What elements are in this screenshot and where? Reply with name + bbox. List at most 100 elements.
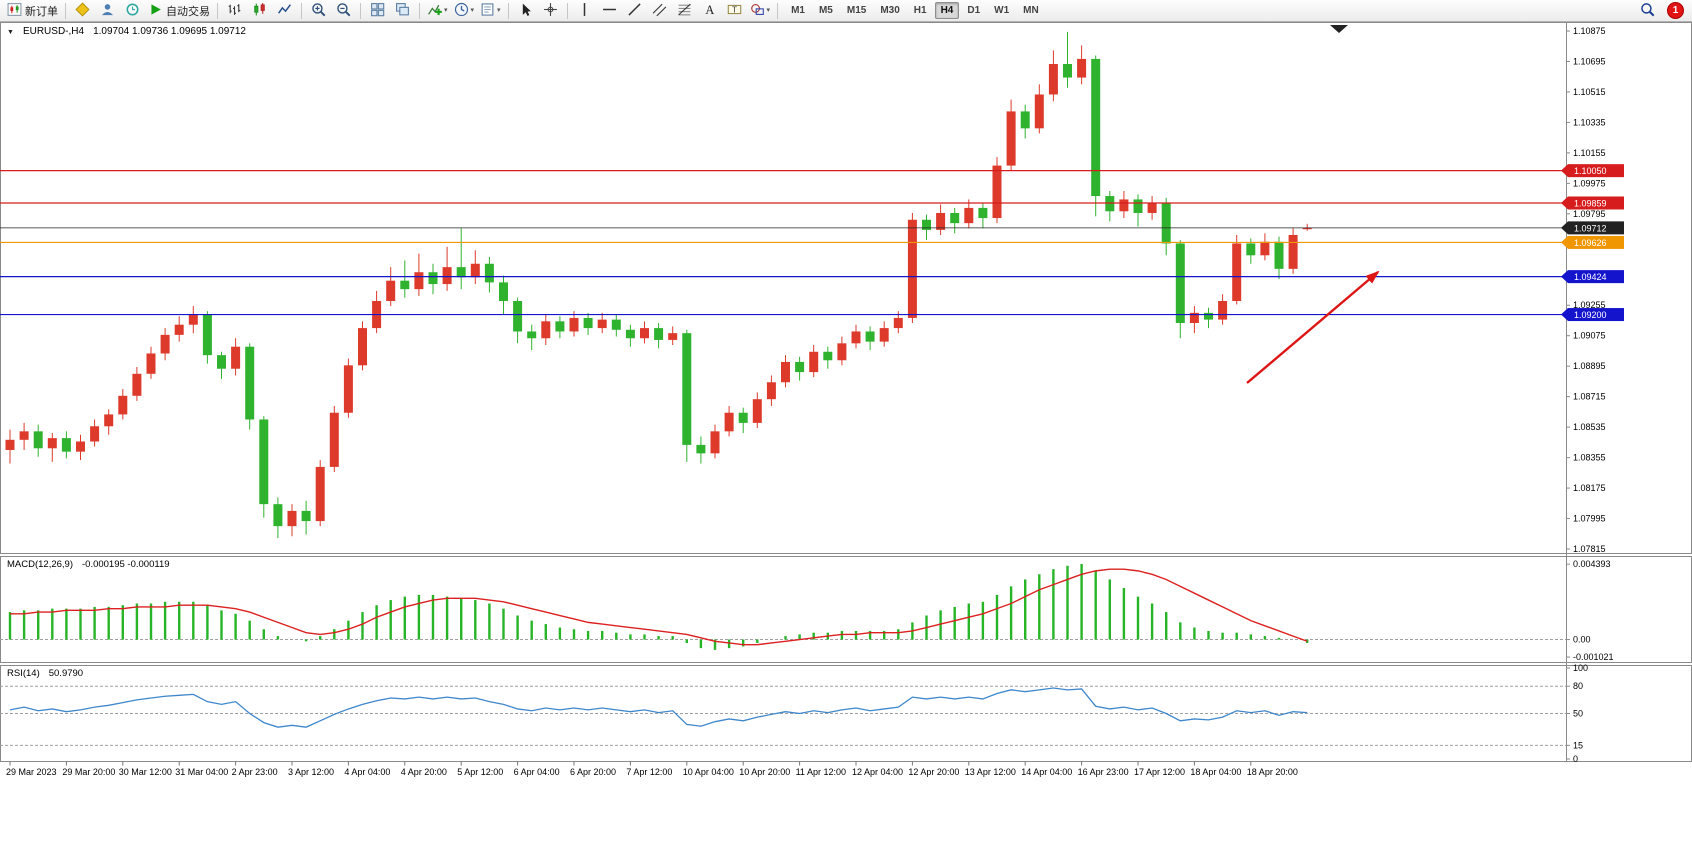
- new-order-button[interactable]: 新订单: [4, 0, 61, 21]
- trend-arrow-annotation[interactable]: [1246, 270, 1380, 384]
- text-button[interactable]: A: [697, 0, 722, 21]
- toolbar: 新订单 自动交易 ▾ ▾ ▾ A T ▾ M1 M5 M15 M30 H1 H4 D1 W1 MN 1: [0, 0, 1692, 22]
- tile-windows-icon: [370, 2, 385, 20]
- svg-text:1.09200: 1.09200: [1574, 310, 1607, 320]
- svg-text:6 Apr 04:00: 6 Apr 04:00: [514, 767, 560, 777]
- text-icon: A: [702, 2, 717, 20]
- rsi-layer: 100 80 50 15 0: [0, 663, 1588, 764]
- price-tag-1.09626: [1568, 235, 1624, 249]
- periods-button[interactable]: ▾: [451, 0, 478, 21]
- svg-text:1.08895: 1.08895: [1573, 361, 1606, 371]
- zoom-in-button[interactable]: [306, 0, 331, 21]
- macd-signal-line: [10, 568, 1308, 646]
- svg-text:A: A: [705, 2, 714, 16]
- periods-icon: [454, 2, 469, 20]
- depth-of-market-button[interactable]: [95, 0, 120, 21]
- horizontal-line-icon: [602, 2, 617, 20]
- svg-text:29 Mar 20:00: 29 Mar 20:00: [62, 767, 115, 777]
- fibonacci-button[interactable]: [672, 0, 697, 21]
- time-axis: 29 Mar 2023 29 Mar 20:00 30 Mar 12:00 31 Ma…: [6, 761, 1298, 777]
- cursor-button[interactable]: [513, 0, 538, 21]
- svg-text:0: 0: [1573, 754, 1578, 764]
- svg-text:30 Mar 12:00: 30 Mar 12:00: [119, 767, 172, 777]
- fibonacci-icon: [677, 2, 692, 20]
- bar-chart-button[interactable]: [222, 0, 247, 21]
- svg-text:T: T: [732, 5, 737, 14]
- cursor-icon: [518, 2, 533, 20]
- svg-text:1.10875: 1.10875: [1573, 26, 1606, 36]
- svg-text:1.09424: 1.09424: [1574, 272, 1607, 282]
- svg-text:3 Apr 12:00: 3 Apr 12:00: [288, 767, 334, 777]
- shapes-icon: [750, 2, 765, 20]
- svg-text:11 Apr 12:00: 11 Apr 12:00: [796, 767, 846, 777]
- svg-text:50: 50: [1573, 709, 1583, 719]
- trendline-icon: [627, 2, 642, 20]
- svg-text:1.09859: 1.09859: [1574, 198, 1607, 208]
- svg-text:1.09626: 1.09626: [1574, 238, 1607, 248]
- search-button[interactable]: [1635, 0, 1660, 21]
- auto-trading-icon: [148, 2, 163, 20]
- expert-advisors-button[interactable]: [70, 0, 95, 21]
- svg-text:10 Apr 20:00: 10 Apr 20:00: [739, 767, 790, 777]
- timeframe-M5[interactable]: M5: [818, 5, 833, 16]
- candlestick-chart-button[interactable]: [247, 0, 272, 21]
- channel-button[interactable]: [647, 0, 672, 21]
- search-icon: [1640, 2, 1655, 20]
- horizontal-line-button[interactable]: [597, 0, 622, 21]
- svg-text:1.09075: 1.09075: [1573, 331, 1606, 341]
- notification-badge[interactable]: 1: [1667, 2, 1684, 19]
- bar-chart-icon: [227, 2, 242, 20]
- depth-of-market-icon: [100, 2, 115, 20]
- timeframe-M30[interactable]: M30: [880, 5, 900, 16]
- channel-icon: [652, 2, 667, 20]
- crosshair-icon: [543, 2, 558, 20]
- timeframe-H1[interactable]: H1: [913, 5, 927, 16]
- svg-text:1.08355: 1.08355: [1573, 453, 1606, 463]
- svg-text:1.08715: 1.08715: [1573, 392, 1606, 402]
- timeframe-W1[interactable]: W1: [994, 5, 1010, 16]
- price-axis: 1.10875 1.10695 1.10515 1.10335 1.10155 1.099…: [1566, 26, 1606, 554]
- new-order-label: 新订单: [25, 5, 58, 18]
- shapes-button[interactable]: ▾: [747, 0, 774, 21]
- templates-icon: [480, 2, 495, 20]
- line-chart-button[interactable]: [272, 0, 297, 21]
- auto-trading-button[interactable]: 自动交易: [145, 0, 213, 21]
- line-chart-icon: [277, 2, 292, 20]
- indicators-button[interactable]: ▾: [424, 0, 451, 21]
- timeframe-MN[interactable]: MN: [1023, 5, 1039, 16]
- svg-text:1.09712: 1.09712: [1574, 223, 1607, 233]
- vertical-line-button[interactable]: [572, 0, 597, 21]
- svg-text:1.10695: 1.10695: [1573, 56, 1606, 66]
- timeframe-M1[interactable]: M1: [791, 5, 805, 16]
- templates-button[interactable]: ▾: [477, 0, 504, 21]
- crosshair-button[interactable]: [538, 0, 563, 21]
- timeframe-D1[interactable]: D1: [967, 5, 981, 16]
- trendline-button[interactable]: [622, 0, 647, 21]
- svg-text:1.08175: 1.08175: [1573, 483, 1606, 493]
- chart-shift-marker-icon: [1330, 25, 1348, 33]
- chart-area[interactable]: 1.10875 1.10695 1.10515 1.10335 1.10155 1.099…: [0, 22, 1692, 847]
- timeframe-H4[interactable]: H4: [934, 2, 960, 19]
- svg-text:15: 15: [1573, 740, 1583, 750]
- timeframe-M15[interactable]: M15: [846, 5, 867, 16]
- expert-advisors-icon: [75, 1, 90, 20]
- svg-text:12 Apr 04:00: 12 Apr 04:00: [852, 767, 903, 777]
- text-label-button[interactable]: T: [722, 0, 747, 21]
- indicators-dropdown-caret-icon: ▾: [444, 7, 448, 14]
- price-chart-canvas[interactable]: 1.10875 1.10695 1.10515 1.10335 1.10155 1.099…: [0, 22, 1692, 847]
- zoom-out-button[interactable]: [331, 0, 356, 21]
- tile-windows-button[interactable]: [365, 0, 390, 21]
- vertical-line-icon: [577, 2, 592, 20]
- history-center-button[interactable]: [120, 0, 145, 21]
- svg-text:18 Apr 04:00: 18 Apr 04:00: [1190, 767, 1241, 777]
- periods-dropdown-caret-icon: ▾: [470, 7, 475, 14]
- svg-text:16 Apr 23:00: 16 Apr 23:00: [1078, 767, 1129, 777]
- cascade-windows-button[interactable]: [390, 0, 415, 21]
- svg-text:1.10335: 1.10335: [1573, 117, 1606, 127]
- svg-text:2 Apr 23:00: 2 Apr 23:00: [232, 767, 278, 777]
- templates-dropdown-caret-icon: ▾: [497, 7, 501, 14]
- price-lines[interactable]: 1.10050 1.09859 1.09712 1.09626 1.09424 1.092…: [0, 164, 1624, 322]
- chart-collapse-icon[interactable]: ▼: [7, 29, 14, 36]
- svg-text:1.09795: 1.09795: [1573, 209, 1606, 219]
